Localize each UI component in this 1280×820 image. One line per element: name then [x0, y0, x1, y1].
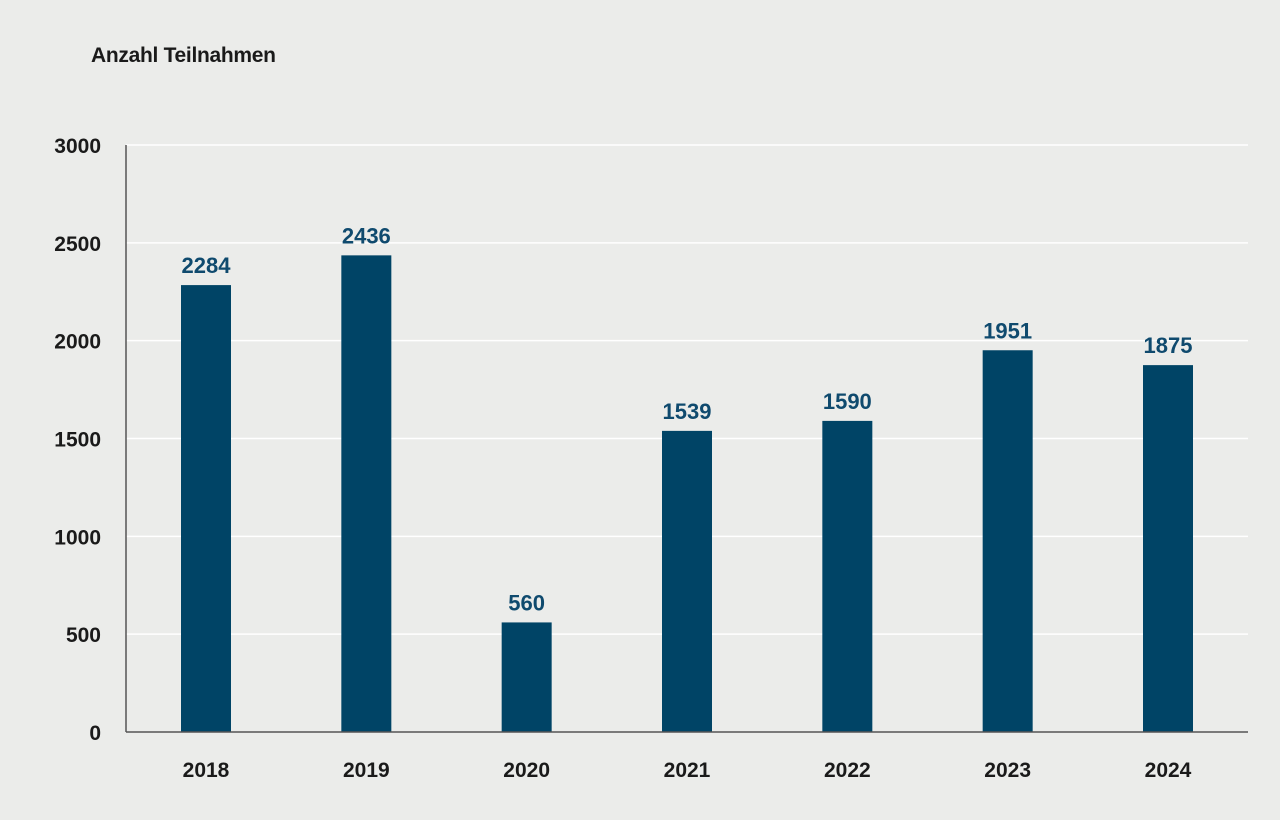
bar [181, 285, 231, 732]
bar [662, 430, 712, 732]
y-tick-label: 0 [89, 722, 101, 745]
data-label: 1590 [823, 389, 872, 414]
data-label: 2436 [342, 223, 391, 248]
y-tick-label: 1500 [54, 429, 101, 452]
y-tick-label: 3000 [54, 135, 101, 158]
x-tick-label: 2019 [343, 759, 390, 782]
x-tick-label: 2020 [503, 759, 550, 782]
bar [341, 255, 392, 732]
y-tick-label: 1000 [54, 526, 101, 549]
data-label: 1875 [1144, 333, 1193, 358]
data-label: 1539 [663, 399, 712, 424]
x-tick-label: 2022 [824, 759, 871, 782]
x-tick-label: 2018 [183, 759, 230, 782]
data-label: 560 [508, 590, 545, 615]
y-tick-label: 2500 [54, 233, 101, 256]
y-tick-label: 2000 [54, 331, 101, 354]
bar [501, 622, 552, 732]
bar [1143, 365, 1193, 732]
x-tick-label: 2021 [664, 759, 711, 782]
y-axis-title: Anzahl Teilnahmen [91, 44, 276, 67]
bar [982, 350, 1033, 732]
y-tick-label: 500 [66, 624, 101, 647]
data-label: 1951 [983, 318, 1032, 343]
x-tick-label: 2024 [1145, 759, 1192, 782]
data-label: 2284 [182, 253, 232, 278]
x-tick-label: 2023 [984, 759, 1031, 782]
bar [822, 420, 873, 732]
